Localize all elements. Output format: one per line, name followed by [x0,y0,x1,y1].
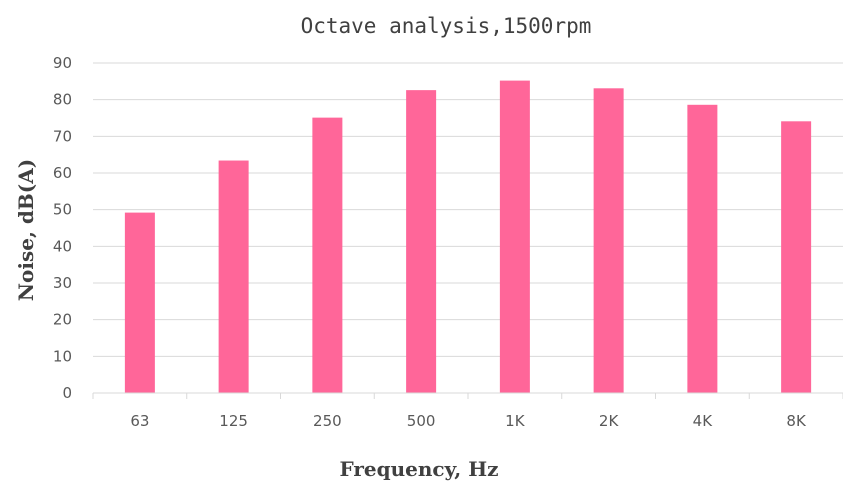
bar [781,121,812,394]
y-tick-label: 60 [53,164,72,182]
y-tick-label: 90 [53,54,72,72]
x-tick-label: 63 [130,412,149,430]
y-tick-label: 40 [53,237,72,255]
x-axis [92,392,843,399]
y-tick-label: 10 [53,347,72,365]
bar [593,88,624,394]
bar [312,117,343,393]
x-tick-label: 1K [505,412,526,430]
x-tick-label: 2K [599,412,620,430]
y-tick-label: 50 [53,201,72,219]
bar [499,80,530,393]
y-axis-ticks: 0 10 20 30 40 50 60 70 80 90 [53,54,72,402]
bar [406,90,437,393]
x-tick-label: 4K [693,412,714,430]
bars [124,80,812,394]
x-tick-label: 250 [313,412,342,430]
x-axis-title: Frequency, Hz [340,457,499,481]
y-axis-title: Noise, dB(A) [14,159,38,301]
bar [124,212,155,393]
y-tick-label: 20 [53,311,72,329]
gridlines [93,62,843,357]
y-tick-label: 0 [62,384,72,402]
y-tick-label: 30 [53,274,72,292]
bar [218,160,249,393]
bar [687,104,718,394]
x-tick-label: 500 [407,412,436,430]
x-tick-label: 8K [786,412,807,430]
x-tick-label: 125 [219,412,248,430]
x-axis-ticks: 63 125 250 500 1K 2K 4K 8K [130,412,807,430]
chart-title: Octave analysis,1500rpm [301,14,592,38]
y-tick-label: 70 [53,127,72,145]
y-tick-label: 80 [53,91,72,109]
